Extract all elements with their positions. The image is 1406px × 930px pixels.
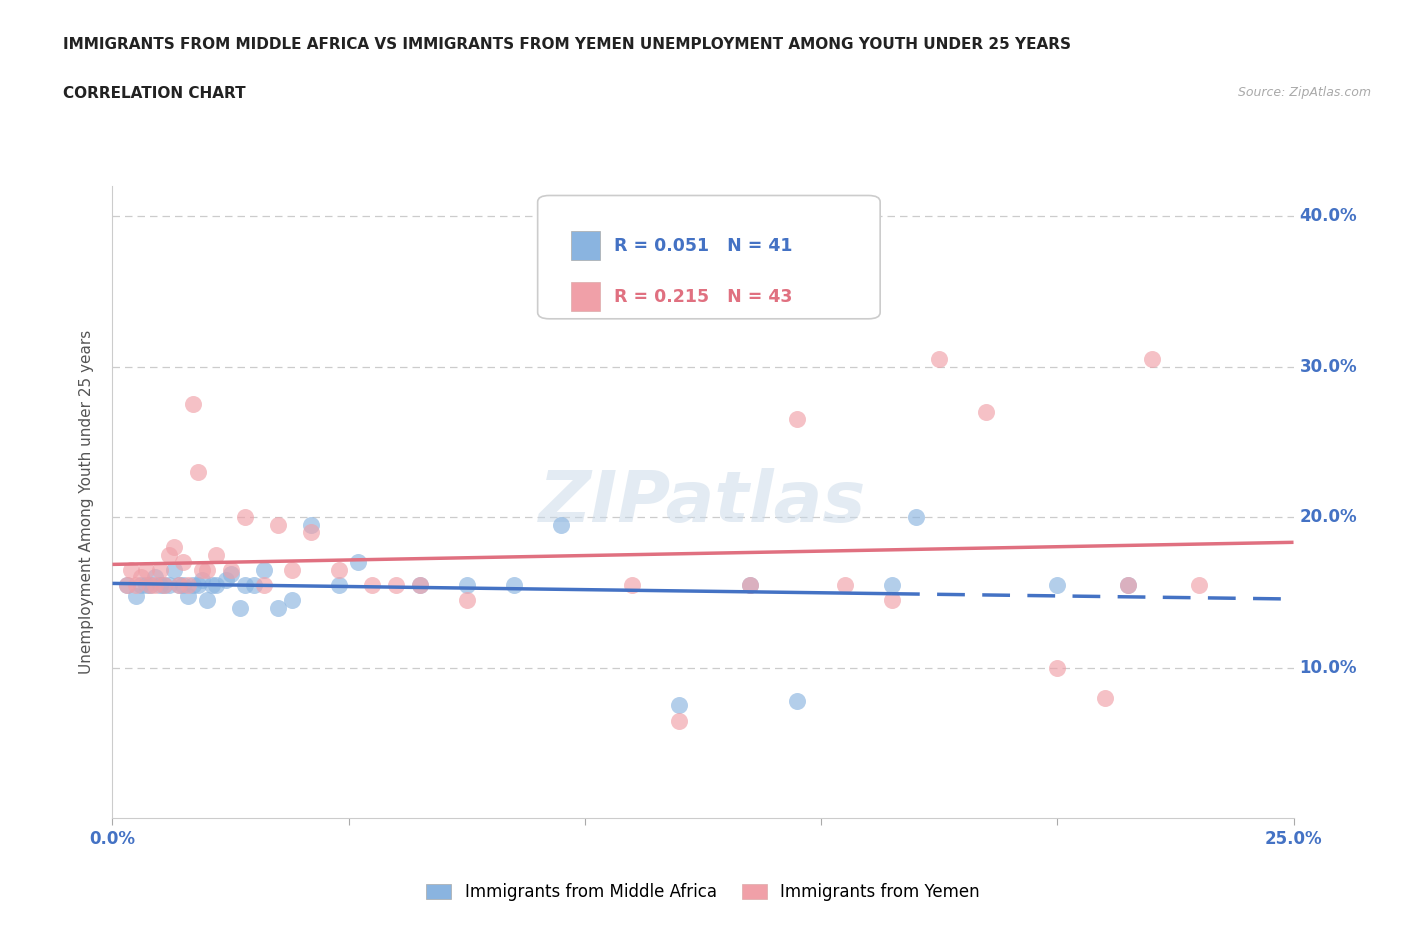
Point [281,563,304,578]
Point [186,578,208,592]
Point [181,397,204,412]
Point [281,592,304,607]
Point [834,578,856,592]
Point [205,578,228,592]
Point [243,578,266,592]
Point [143,578,166,592]
FancyBboxPatch shape [571,282,600,311]
Point [135,578,157,592]
Point [172,555,194,570]
Point [786,412,808,427]
Point [139,578,162,592]
FancyBboxPatch shape [571,232,600,259]
Text: 30.0%: 30.0% [1299,358,1357,376]
Point [267,600,290,615]
Point [408,578,430,592]
Point [120,563,142,578]
Point [1046,660,1069,675]
Point [129,578,152,592]
Point [347,555,370,570]
Point [149,563,172,578]
Point [880,578,903,592]
Point [328,578,350,592]
Point [740,578,762,592]
Text: 10.0%: 10.0% [1299,658,1357,677]
Point [786,694,808,709]
Point [115,578,138,592]
Point [1046,578,1069,592]
Legend: Immigrants from Middle Africa, Immigrants from Yemen: Immigrants from Middle Africa, Immigrant… [419,876,987,908]
Point [181,578,204,592]
Point [928,352,950,366]
Point [191,573,214,588]
Point [143,570,166,585]
Point [976,405,998,419]
Point [157,548,180,563]
Point [328,563,350,578]
Point [115,578,138,592]
Point [550,517,572,532]
Point [172,578,194,592]
Point [129,570,152,585]
Point [299,517,322,532]
Point [299,525,322,539]
Point [177,588,200,603]
Text: R = 0.051   N = 41: R = 0.051 N = 41 [614,237,793,255]
Point [1140,352,1163,366]
Point [229,600,252,615]
Point [139,578,162,592]
Point [253,578,276,592]
Text: Source: ZipAtlas.com: Source: ZipAtlas.com [1237,86,1371,99]
Y-axis label: Unemployment Among Youth under 25 years: Unemployment Among Youth under 25 years [79,330,94,674]
Point [205,548,228,563]
Point [267,517,290,532]
Point [125,588,148,603]
Point [135,563,157,578]
Point [201,578,224,592]
Point [456,592,478,607]
Point [740,578,762,592]
Point [253,563,276,578]
Point [157,578,180,592]
Text: CORRELATION CHART: CORRELATION CHART [63,86,246,100]
Point [1116,578,1139,592]
FancyBboxPatch shape [537,195,880,319]
Point [177,578,200,592]
Point [408,578,430,592]
Point [219,563,242,578]
Point [186,465,208,480]
Point [361,578,384,592]
Point [233,510,256,525]
Point [621,578,644,592]
Point [1188,578,1211,592]
Point [167,578,190,592]
Text: 40.0%: 40.0% [1299,207,1357,225]
Text: R = 0.215   N = 43: R = 0.215 N = 43 [614,287,793,306]
Point [219,567,242,582]
Point [233,578,256,592]
Point [1094,690,1116,705]
Text: ZIPatlas: ZIPatlas [540,468,866,537]
Point [880,592,903,607]
Point [456,578,478,592]
Point [195,592,218,607]
Point [191,563,214,578]
Point [163,540,186,555]
Point [1116,578,1139,592]
Text: IMMIGRANTS FROM MIDDLE AFRICA VS IMMIGRANTS FROM YEMEN UNEMPLOYMENT AMONG YOUTH : IMMIGRANTS FROM MIDDLE AFRICA VS IMMIGRA… [63,37,1071,52]
Point [163,563,186,578]
Point [195,563,218,578]
Point [153,578,176,592]
Point [668,713,690,728]
Point [167,578,190,592]
Text: 20.0%: 20.0% [1299,509,1357,526]
Point [503,578,526,592]
Point [668,698,690,713]
Point [215,573,238,588]
Point [385,578,408,592]
Point [149,578,172,592]
Point [125,578,148,592]
Point [904,510,927,525]
Point [153,578,176,592]
